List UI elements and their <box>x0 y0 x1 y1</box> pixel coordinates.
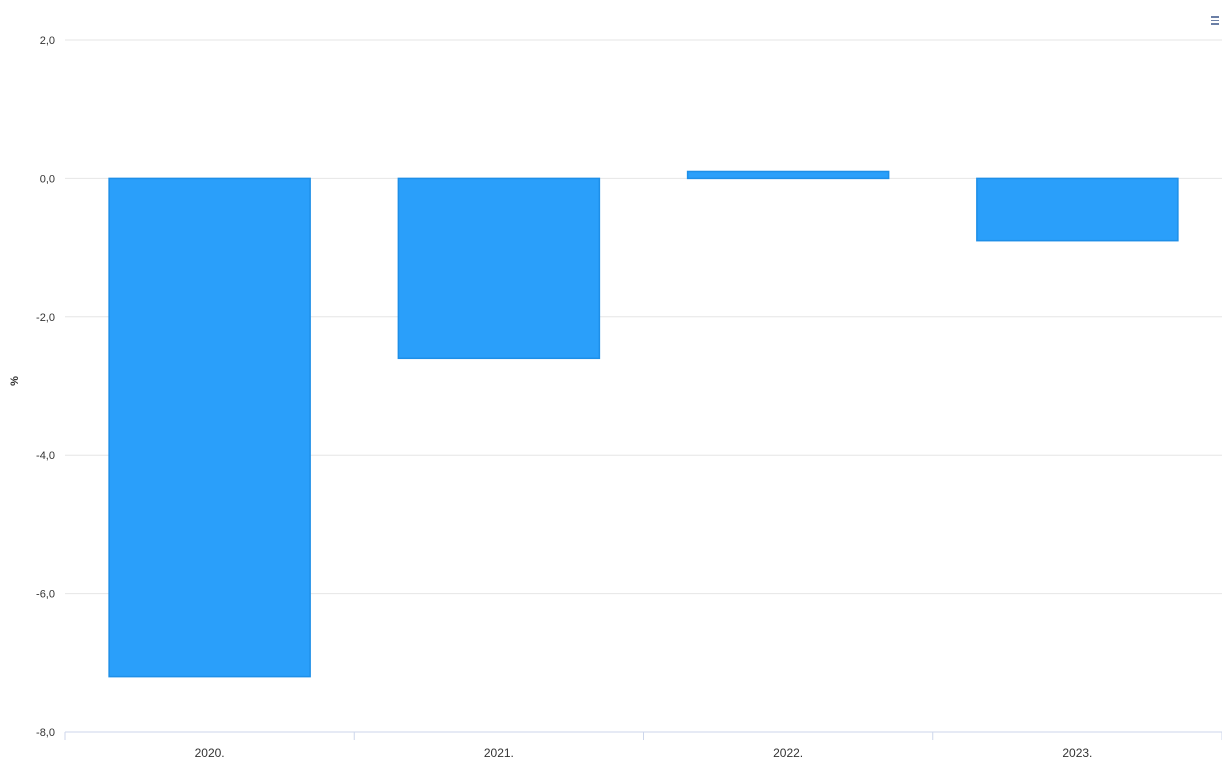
y-tick-label: -4,0 <box>36 450 55 462</box>
y-tick-label: 2,0 <box>40 35 55 47</box>
y-tick-label: -6,0 <box>36 589 55 601</box>
hamburger-menu-icon[interactable] <box>1211 14 1221 28</box>
axes: 2,0 0,0 -2,0 -4,0 -6,0 -8,0 2020. 2021. 2022. 202… <box>36 35 1222 760</box>
y-tick-label: -2,0 <box>36 312 55 324</box>
bar[interactable] <box>686 170 890 180</box>
bar[interactable] <box>976 177 1179 242</box>
y-tick-label: -8,0 <box>36 727 55 739</box>
x-tick-label: 2020. <box>195 746 225 760</box>
x-tick-label: 2023. <box>1062 746 1092 760</box>
y-axis-label: % <box>9 376 21 386</box>
x-tick-label: 2022. <box>773 746 803 760</box>
y-tick-label: 0,0 <box>40 173 55 185</box>
x-tick-label: 2021. <box>484 746 514 760</box>
bars <box>108 170 1179 678</box>
bar[interactable] <box>108 177 311 678</box>
bar[interactable] <box>397 177 601 360</box>
